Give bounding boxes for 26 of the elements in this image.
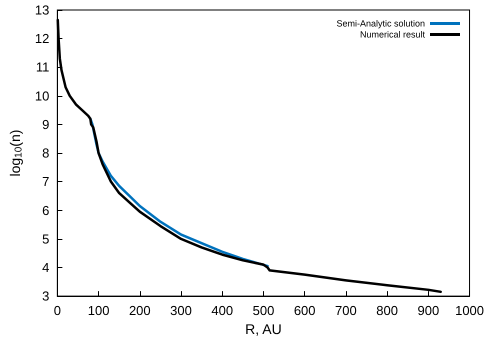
y-axis-title: log10(n) <box>7 130 24 177</box>
y-tick-label: 13 <box>34 2 50 18</box>
x-tick-label: 800 <box>376 303 398 318</box>
y-tick-label: 11 <box>36 60 50 75</box>
y-tick-label: 10 <box>34 88 50 104</box>
x-tick-label: 900 <box>417 303 440 318</box>
x-tick-label: 0 <box>54 303 61 318</box>
x-tick-label: 400 <box>211 303 234 318</box>
x-tick-label: 300 <box>170 303 192 318</box>
y-tick-label: 12 <box>34 31 50 46</box>
y-tick-label: 5 <box>42 231 50 246</box>
y-tick-label: 7 <box>42 174 50 190</box>
x-tick-label: 700 <box>335 303 357 318</box>
y-tick-label: 4 <box>42 260 50 275</box>
x-tick-label: 100 <box>88 303 110 318</box>
x-tick-label: 200 <box>128 303 151 318</box>
y-tick-label: 6 <box>42 202 50 218</box>
legend-label: Semi-Analytic solution <box>336 18 425 28</box>
y-tick-label: 3 <box>42 288 50 304</box>
x-tick-label: 500 <box>252 303 274 318</box>
y-tick-label: 9 <box>42 116 50 132</box>
x-tick-label: 1000 <box>455 303 484 318</box>
y-tick-label: 8 <box>42 146 50 161</box>
legend-label: Numerical result <box>360 30 426 40</box>
x-tick-label: 600 <box>294 303 316 318</box>
x-axis-title: R, AU <box>245 321 282 337</box>
